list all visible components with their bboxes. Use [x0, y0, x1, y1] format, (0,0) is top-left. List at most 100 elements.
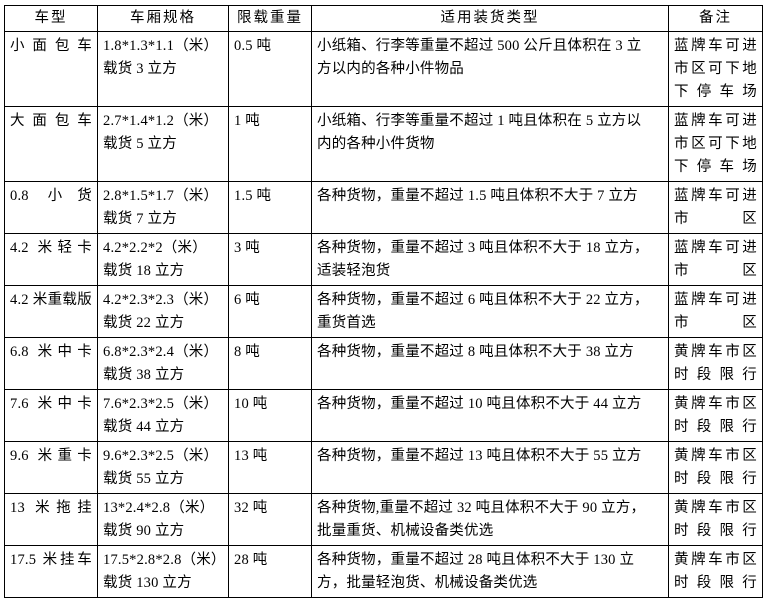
- spec-line: 9.6*2.3*2.5（米）: [103, 448, 219, 464]
- spec-line: 载货 3 立方: [103, 61, 177, 77]
- spec-line: 4.2*2.2*2（米）: [103, 240, 207, 256]
- table-row: 9.6 米重卡 9.6*2.3*2.5（米） 载货 55 立方 13 吨各种货物，重量…: [4, 441, 763, 494]
- cell-load-limit: 0.5 吨: [228, 31, 312, 107]
- cargo-line: 批量重货、机械设备类优选: [317, 523, 494, 539]
- remark-line: 时段限行: [674, 471, 757, 487]
- cell-load-limit: 8 吨: [228, 337, 312, 390]
- cell-cabin-spec: 17.5*2.8*2.8（米） 载货 130 立方: [97, 545, 229, 598]
- cell-vehicle-model: 大面包车: [4, 106, 98, 182]
- remark-line: 下停车场: [674, 159, 757, 175]
- remark-line: 下停车场: [674, 84, 757, 100]
- cargo-line: 各种货物，重量不超过 8 吨且体积不大于 38 立方: [317, 344, 634, 360]
- cell-vehicle-model: 小面包车: [4, 31, 98, 107]
- remark-line: 市区可下地: [674, 61, 757, 77]
- cell-load-limit: 6 吨: [228, 285, 312, 338]
- vehicle-spec-table: 车型 车厢规格 限载重量 适用装货类型 备注 小面包车 1.8*1.3*1.1（米…: [4, 5, 763, 598]
- remark-line: 黄牌车市区: [674, 448, 757, 464]
- cell-cargo-type: 各种货物，重量不超过 8 吨且体积不大于 38 立方: [311, 337, 669, 390]
- spec-line: 17.5*2.8*2.8（米）: [103, 552, 226, 568]
- cargo-line: 各种货物，重量不超过 10 吨且体积不大于 44 立方: [317, 396, 642, 412]
- table-body: 小面包车 1.8*1.3*1.1（米） 载货 3 立方 0.5 吨小纸箱、行李等重量不…: [4, 31, 763, 598]
- cell-vehicle-model: 4.2 米重载版: [4, 285, 98, 338]
- cell-load-limit: 1.5 吨: [228, 181, 312, 234]
- spec-line: 2.7*1.4*1.2（米）: [103, 113, 219, 129]
- cargo-line: 各种货物,重量不超过 32 吨且体积不大于 90 立方，: [317, 500, 646, 516]
- remark-line: 蓝牌车可进: [674, 113, 757, 129]
- cell-cabin-spec: 2.7*1.4*1.2（米） 载货 5 立方: [97, 106, 229, 182]
- cell-vehicle-model: 6.8 米中卡: [4, 337, 98, 390]
- table-row: 小面包车 1.8*1.3*1.1（米） 载货 3 立方 0.5 吨小纸箱、行李等重量不…: [4, 31, 763, 107]
- remark-line: 黄牌车市区: [674, 344, 757, 360]
- spec-line: 7.6*2.3*2.5（米）: [103, 396, 219, 412]
- spec-line: 2.8*1.5*1.7（米）: [103, 188, 219, 204]
- remark-line: 市区: [674, 263, 757, 279]
- column-header-load: 限载重量: [228, 5, 312, 32]
- cell-load-limit: 10 吨: [228, 389, 312, 442]
- cell-cabin-spec: 4.2*2.2*2（米） 载货 18 立方: [97, 233, 229, 286]
- remark-line: 黄牌车市区: [674, 396, 757, 412]
- remark-line: 时段限行: [674, 523, 757, 539]
- cell-load-limit: 32 吨: [228, 493, 312, 546]
- table-row: 6.8 米中卡 6.8*2.3*2.4（米） 载货 38 立方 8 吨各种货物，重量不…: [4, 337, 763, 390]
- table-row: 大面包车 2.7*1.4*1.2（米） 载货 5 立方 1 吨小纸箱、行李等重量不超过…: [4, 106, 763, 182]
- remark-line: 蓝牌车可进: [674, 188, 757, 204]
- cargo-line: 各种货物，重量不超过 28 吨且体积不大于 130 立: [317, 552, 635, 568]
- spec-line: 载货 90 立方: [103, 523, 185, 539]
- cell-remark: 黄牌车市区 时段限行: [668, 493, 763, 546]
- cell-cargo-type: 小纸箱、行李等重量不超过 1 吨且体积在 5 立方以 内的各种小件货物: [311, 106, 669, 182]
- cargo-line: 各种货物，重量不超过 13 吨且体积不大于 55 立方: [317, 448, 642, 464]
- cargo-line: 方以内的各种小件物品: [317, 61, 464, 77]
- spec-line: 载货 44 立方: [103, 419, 185, 435]
- cell-cargo-type: 各种货物，重量不超过 13 吨且体积不大于 55 立方: [311, 441, 669, 494]
- spec-line: 4.2*2.3*2.3（米）: [103, 292, 219, 308]
- cargo-line: 方，批量轻泡货、机械设备类优选: [317, 575, 538, 591]
- document-page: 车型 车厢规格 限载重量 适用装货类型 备注 小面包车 1.8*1.3*1.1（米…: [4, 5, 763, 598]
- spec-line: 载货 130 立方: [103, 575, 192, 591]
- cell-load-limit: 13 吨: [228, 441, 312, 494]
- cell-remark: 黄牌车市区 时段限行: [668, 337, 763, 390]
- spec-line: 1.8*1.3*1.1（米）: [103, 38, 219, 54]
- remark-line: 市区可下地: [674, 136, 757, 152]
- cell-cargo-type: 各种货物，重量不超过 1.5 吨且体积不大于 7 立方: [311, 181, 669, 234]
- cargo-line: 小纸箱、行李等重量不超过 1 吨且体积在 5 立方以: [317, 113, 642, 129]
- spec-line: 载货 55 立方: [103, 471, 185, 487]
- cargo-line: 内的各种小件货物: [317, 136, 435, 152]
- spec-line: 13*2.4*2.8（米）: [103, 500, 215, 516]
- cell-remark: 蓝牌车可进 市区可下地 下停车场: [668, 31, 763, 107]
- cell-remark: 黄牌车市区 时段限行: [668, 545, 763, 598]
- remark-line: 时段限行: [674, 419, 757, 435]
- cell-cargo-type: 各种货物，重量不超过 10 吨且体积不大于 44 立方: [311, 389, 669, 442]
- table-row: 4.2 米轻卡 4.2*2.2*2（米） 载货 18 立方 3 吨各种货物，重量不超过…: [4, 233, 763, 286]
- remark-line: 时段限行: [674, 367, 757, 383]
- cell-cabin-spec: 13*2.4*2.8（米） 载货 90 立方: [97, 493, 229, 546]
- cell-cargo-type: 各种货物，重量不超过 6 吨且体积不大于 22 立方， 重货首选: [311, 285, 669, 338]
- table-row: 13 米拖挂 13*2.4*2.8（米） 载货 90 立方 32 吨各种货物,重量不超…: [4, 493, 763, 546]
- table-row: 17.5 米挂车 17.5*2.8*2.8（米） 载货 130 立方 28 吨各种货物…: [4, 545, 763, 598]
- column-header-model: 车型: [4, 5, 98, 32]
- column-header-cargo: 适用装货类型: [311, 5, 669, 32]
- cell-remark: 蓝牌车可进 市区: [668, 181, 763, 234]
- remark-line: 市区: [674, 211, 757, 227]
- remark-line: 黄牌车市区: [674, 500, 757, 516]
- cell-cargo-type: 各种货物,重量不超过 32 吨且体积不大于 90 立方， 批量重货、机械设备类优选: [311, 493, 669, 546]
- cell-cabin-spec: 1.8*1.3*1.1（米） 载货 3 立方: [97, 31, 229, 107]
- cell-remark: 蓝牌车可进 市区: [668, 233, 763, 286]
- cell-cabin-spec: 7.6*2.3*2.5（米） 载货 44 立方: [97, 389, 229, 442]
- cell-vehicle-model: 0.8 小货: [4, 181, 98, 234]
- table-row: 7.6 米中卡 7.6*2.3*2.5（米） 载货 44 立方 10 吨各种货物，重量…: [4, 389, 763, 442]
- column-header-spec: 车厢规格: [97, 5, 229, 32]
- table-row: 4.2 米重载版 4.2*2.3*2.3（米） 载货 22 立方 6 吨各种货物，重量…: [4, 285, 763, 338]
- cell-cabin-spec: 4.2*2.3*2.3（米） 载货 22 立方: [97, 285, 229, 338]
- column-header-remark: 备注: [668, 5, 763, 32]
- cell-vehicle-model: 4.2 米轻卡: [4, 233, 98, 286]
- remark-line: 市区: [674, 315, 757, 331]
- cell-remark: 黄牌车市区 时段限行: [668, 389, 763, 442]
- cargo-line: 适装轻泡货: [317, 263, 391, 279]
- cell-remark: 黄牌车市区 时段限行: [668, 441, 763, 494]
- cargo-line: 各种货物，重量不超过 3 吨且体积不大于 18 立方，: [317, 240, 649, 256]
- cell-load-limit: 28 吨: [228, 545, 312, 598]
- cell-vehicle-model: 9.6 米重卡: [4, 441, 98, 494]
- spec-line: 载货 18 立方: [103, 263, 185, 279]
- remark-line: 蓝牌车可进: [674, 240, 757, 256]
- cell-cargo-type: 各种货物，重量不超过 28 吨且体积不大于 130 立方，批量轻泡货、机械设备类…: [311, 545, 669, 598]
